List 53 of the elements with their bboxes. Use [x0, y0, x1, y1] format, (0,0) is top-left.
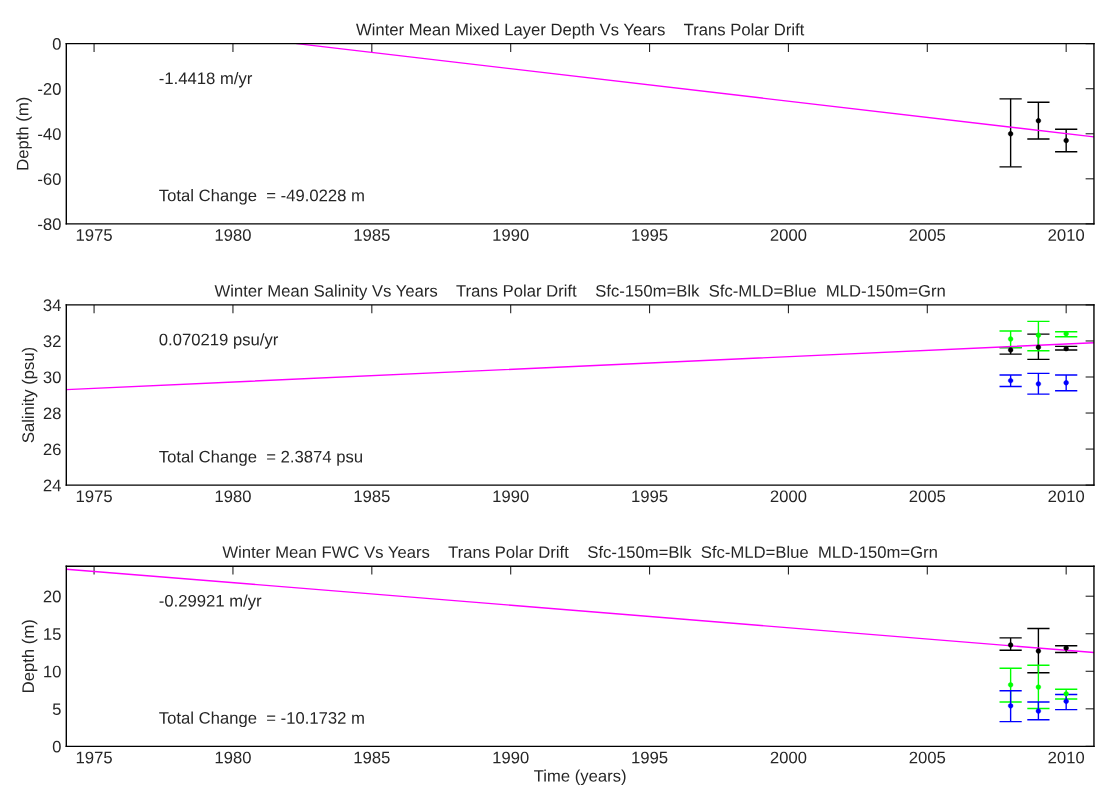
x-tick-label: 1990: [493, 229, 529, 241]
y-tick-label: 32: [43, 335, 61, 348]
x-tick-label: 1995: [632, 229, 668, 241]
y-tick-label: -40: [38, 128, 61, 140]
y-tick-label: 24: [43, 479, 61, 492]
annotation: Total Change = -10.1732 m: [159, 711, 364, 728]
chart-title: Winter Mean Salinity Vs Years Trans Polar Drift Sfc-150m=Blk Sfc-MLD=Blue MLD-150m=Grn: [214, 284, 945, 301]
x-tick-label: 1985: [354, 751, 390, 764]
y-axis-title: Depth (m): [21, 620, 38, 692]
y-axis-title: Depth (m): [16, 97, 32, 170]
y-tick-label: 28: [43, 407, 61, 420]
x-tick-label: 1975: [76, 751, 112, 764]
annotation: -0.29921 m/yr: [159, 594, 262, 610]
x-tick-label: 2005: [909, 229, 946, 241]
y-tick-label: 20: [43, 590, 61, 603]
y-tick-label: -60: [38, 173, 61, 186]
y-tick-label: 34: [43, 299, 61, 312]
x-tick-label: 2010: [1048, 751, 1085, 764]
annotation: -1.4418 m/yr: [159, 71, 253, 88]
y-tick-label: 15: [44, 628, 61, 640]
x-tick-label: 2010: [1048, 490, 1085, 503]
y-tick-label: 10: [44, 665, 61, 678]
y-tick-label: 26: [43, 443, 61, 456]
y-tick-label: -20: [38, 83, 61, 95]
x-tick-label: 2010: [1048, 229, 1085, 241]
x-tick-label: 1975: [76, 229, 112, 241]
y-tick-label: 5: [52, 703, 61, 716]
x-tick-label: 1980: [215, 229, 251, 241]
y-axis-title: Salinity (psu): [21, 347, 38, 443]
x-tick-label: 1975: [76, 490, 112, 503]
x-tick-label: 1995: [632, 490, 668, 503]
x-tick-label: 1980: [215, 490, 251, 503]
x-tick-label: 2000: [770, 751, 807, 764]
x-tick-label: 2000: [770, 229, 807, 241]
annotation: Total Change = 2.3874 psu: [159, 450, 362, 466]
y-tick-label: -80: [38, 218, 61, 231]
chart-title: Winter Mean Mixed Layer Depth Vs Years Trans Polar Drift: [356, 23, 805, 39]
y-tick-label: 0: [52, 740, 61, 753]
annotation: Total Change = -49.0228 m: [159, 189, 364, 205]
x-axis-title: Time (years): [534, 769, 626, 786]
x-tick-label: 1985: [354, 229, 390, 241]
x-tick-label: 2005: [909, 751, 946, 764]
x-tick-label: 2000: [770, 490, 807, 503]
y-tick-label: 0: [52, 38, 61, 50]
x-tick-label: 1990: [493, 751, 529, 764]
x-tick-label: 2005: [909, 490, 946, 503]
x-tick-label: 1995: [632, 751, 668, 764]
chart-title: Winter Mean FWC Vs Years Trans Polar Drift Sfc-150m=Blk Sfc-MLD=Blue MLD-150m=Grn: [222, 545, 937, 559]
annotation: 0.070219 psu/yr: [159, 333, 279, 349]
x-tick-label: 1980: [215, 751, 251, 764]
x-tick-label: 1990: [493, 490, 529, 503]
x-tick-label: 1985: [354, 490, 390, 503]
y-tick-label: 30: [43, 371, 61, 384]
